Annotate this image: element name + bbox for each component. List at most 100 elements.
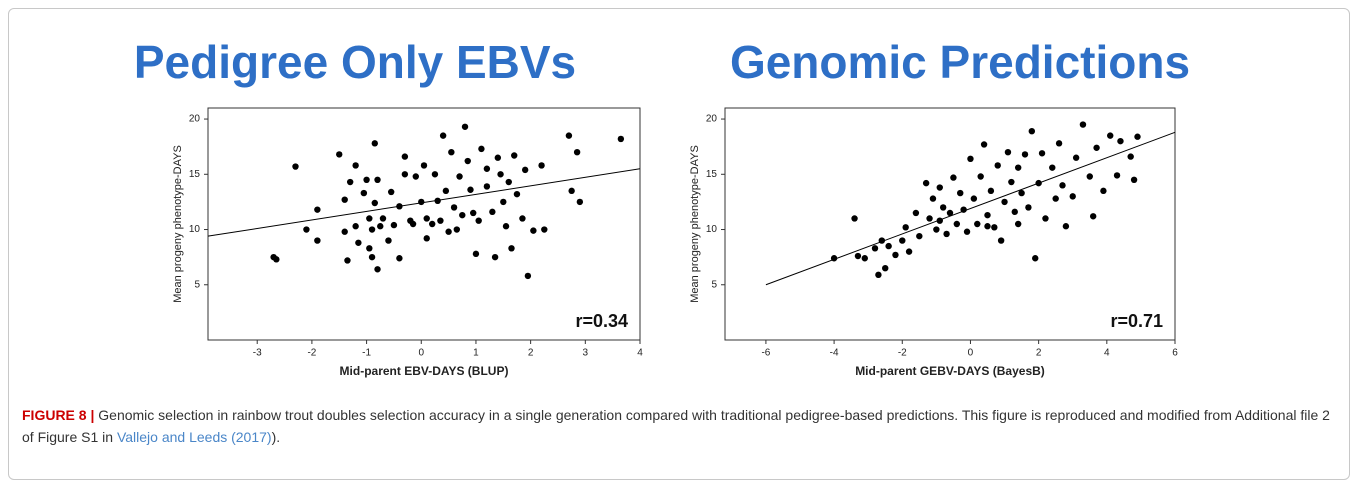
point	[472, 250, 480, 258]
point	[366, 245, 373, 252]
point	[1018, 189, 1025, 197]
figure-frame	[8, 8, 1350, 480]
point	[854, 252, 862, 260]
x-tick-label: -4	[830, 348, 839, 359]
point	[1134, 133, 1141, 140]
point	[530, 227, 537, 234]
point	[936, 184, 943, 191]
point	[912, 209, 920, 217]
annotation: r=0.71	[1110, 311, 1163, 331]
point	[1052, 195, 1059, 202]
point	[1079, 121, 1087, 128]
point	[303, 226, 310, 233]
point	[1042, 215, 1049, 222]
point	[902, 224, 909, 231]
point	[453, 226, 461, 233]
point	[396, 255, 403, 262]
point	[916, 232, 923, 240]
point	[475, 217, 482, 224]
point	[1014, 220, 1022, 228]
point	[1021, 151, 1029, 158]
point	[861, 255, 868, 262]
y-tick-label: 15	[189, 169, 201, 180]
y-axis-label: Mean progeny phenotype-DAYS	[172, 145, 184, 303]
point	[456, 173, 463, 180]
point	[1069, 193, 1076, 200]
point	[448, 148, 455, 156]
point	[576, 198, 584, 206]
x-tick-label: 0	[418, 348, 424, 359]
point	[423, 235, 430, 242]
point	[997, 237, 1005, 244]
point	[500, 198, 507, 206]
point	[1049, 164, 1056, 171]
point	[346, 178, 354, 186]
point	[344, 257, 351, 264]
annotation: r=0.34	[575, 311, 628, 331]
point	[963, 228, 971, 235]
y-tick-label: 10	[189, 224, 201, 235]
point	[885, 242, 892, 250]
point	[292, 163, 299, 170]
x-axis-label: Mid-parent GEBV-DAYS (BayesB)	[855, 364, 1045, 378]
point	[1011, 208, 1018, 216]
caption-text: Genomic selection in rainbow trout doubl…	[22, 407, 1330, 445]
x-tick-label: -1	[362, 348, 371, 359]
point	[568, 187, 575, 195]
caption-link[interactable]: Vallejo and Leeds (2017)	[116, 429, 272, 445]
point	[946, 209, 954, 217]
point	[374, 266, 381, 273]
point	[352, 223, 359, 230]
point	[519, 215, 526, 222]
point	[511, 152, 518, 159]
x-tick-label: 4	[637, 348, 643, 359]
x-tick-label: 0	[968, 348, 974, 359]
point	[980, 141, 988, 148]
point	[420, 162, 428, 169]
point	[418, 198, 425, 206]
point	[899, 237, 906, 244]
point	[875, 271, 882, 279]
point	[1072, 154, 1080, 161]
point	[505, 178, 512, 186]
point	[442, 187, 450, 195]
point	[355, 239, 362, 246]
point	[892, 251, 899, 259]
point	[379, 215, 387, 222]
point	[314, 206, 321, 213]
point	[922, 179, 930, 187]
point	[412, 173, 419, 180]
point	[390, 221, 398, 229]
point	[502, 223, 510, 230]
point	[933, 226, 940, 233]
point	[987, 187, 995, 195]
point	[368, 253, 376, 261]
trend-line	[765, 131, 1176, 286]
point	[360, 189, 368, 197]
point	[483, 165, 491, 172]
point	[439, 132, 447, 139]
point	[1001, 198, 1008, 206]
point	[524, 272, 532, 280]
point	[385, 237, 392, 244]
x-tick-label: -3	[253, 348, 262, 359]
point	[1055, 140, 1063, 147]
point	[1089, 213, 1097, 220]
point	[497, 171, 504, 178]
trend-line	[207, 168, 641, 237]
point	[573, 148, 581, 156]
point	[1113, 172, 1121, 179]
point	[994, 162, 1001, 169]
point	[939, 204, 947, 211]
point	[363, 176, 370, 184]
x-tick-label: -2	[307, 348, 316, 359]
point	[1062, 223, 1070, 230]
point	[1100, 187, 1107, 195]
point	[1014, 164, 1022, 171]
x-tick-label: 2	[528, 348, 534, 359]
point	[407, 217, 414, 224]
y-tick-label: 10	[706, 224, 718, 235]
point	[513, 190, 521, 198]
point	[366, 215, 373, 222]
